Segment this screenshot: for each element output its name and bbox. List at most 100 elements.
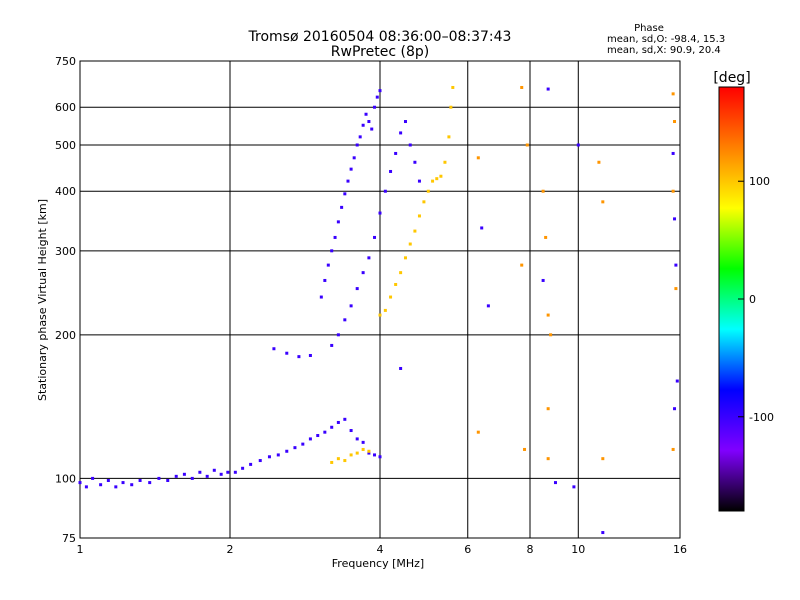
echo-point: [343, 192, 347, 196]
echo-point: [157, 476, 161, 480]
stats-line-o: mean, sd,O: -98.4, 15.3: [607, 34, 725, 45]
echo-point: [219, 472, 223, 476]
echo-point: [330, 249, 334, 253]
echo-point: [352, 156, 356, 160]
echo-point: [373, 235, 377, 239]
echo-point: [148, 481, 152, 485]
echo-point: [323, 430, 327, 434]
echo-point: [673, 120, 677, 124]
echo-point: [389, 169, 393, 173]
echo-point: [272, 347, 276, 351]
echo-point: [343, 459, 347, 463]
echo-point: [399, 366, 403, 370]
echo-point: [326, 263, 330, 267]
echo-point: [349, 304, 353, 308]
echo-point: [373, 453, 377, 457]
echo-point: [674, 287, 678, 291]
echo-point: [330, 460, 334, 464]
echo-point: [336, 220, 340, 224]
echo-point: [378, 89, 382, 93]
echo-point: [301, 442, 305, 446]
echo-point: [408, 242, 412, 246]
y-tick-label: 100: [55, 472, 76, 485]
echo-point: [375, 95, 379, 99]
echo-point: [336, 333, 340, 337]
echo-point: [525, 143, 529, 147]
colorbar-tick-label: 100: [749, 175, 770, 188]
echo-point: [130, 483, 134, 487]
y-tick-label: 500: [55, 139, 76, 152]
echo-point: [340, 205, 344, 209]
colorbar-ticks: 100 0 -100: [738, 175, 774, 424]
echo-point: [417, 179, 421, 183]
echo-point: [361, 447, 365, 451]
echo-point: [572, 485, 576, 489]
echo-point: [601, 457, 605, 461]
colorbar-label: [deg]: [713, 70, 750, 86]
echo-point: [597, 160, 601, 164]
echo-point: [541, 189, 545, 193]
echo-point: [336, 457, 340, 461]
echo-point: [523, 447, 527, 451]
echo-point: [373, 105, 377, 109]
echo-point: [378, 455, 382, 459]
stats-line-x: mean, sd,X: 90.9, 20.4: [607, 45, 721, 56]
echo-point: [205, 474, 209, 478]
echo-point: [394, 151, 398, 155]
echo-point: [383, 189, 387, 193]
echo-point: [355, 143, 359, 147]
data-points: [78, 85, 679, 535]
y-axis-label: Stationary phase Virtual Height [km]: [36, 199, 49, 401]
echo-point: [182, 472, 186, 476]
echo-point: [316, 434, 320, 438]
y-tick-label: 300: [55, 245, 76, 258]
echo-point: [520, 263, 524, 267]
echo-point: [399, 271, 403, 275]
echo-point: [293, 446, 297, 450]
echo-point: [422, 200, 426, 204]
echo-point: [367, 449, 371, 453]
echo-point: [431, 179, 435, 183]
echo-point: [361, 271, 365, 275]
echo-point: [413, 229, 417, 233]
echo-point: [546, 87, 550, 91]
echo-point: [671, 92, 675, 96]
echo-point: [417, 214, 421, 218]
echo-point: [361, 440, 365, 444]
echo-point: [78, 481, 82, 485]
echo-point: [403, 120, 407, 124]
echo-point: [106, 478, 110, 482]
echo-point: [349, 167, 353, 171]
echo-point: [114, 485, 118, 489]
echo-point: [258, 459, 262, 463]
echo-point: [308, 353, 312, 357]
echo-point: [439, 174, 443, 178]
echo-point: [349, 453, 353, 457]
echo-point: [673, 217, 677, 221]
echo-point: [378, 313, 382, 317]
echo-point: [84, 485, 88, 489]
echo-point: [121, 481, 125, 485]
echo-point: [330, 425, 334, 429]
colorbar-tick-label: 0: [749, 293, 756, 306]
echo-point: [233, 470, 237, 474]
echo-point: [355, 287, 359, 291]
echo-point: [553, 481, 557, 485]
stats-title: Phase: [634, 23, 664, 34]
echo-point: [541, 278, 545, 282]
echo-point: [355, 437, 359, 441]
echo-point: [673, 407, 677, 411]
echo-point: [480, 226, 484, 230]
echo-point: [367, 451, 371, 455]
echo-point: [174, 474, 178, 478]
echo-point: [546, 313, 550, 317]
echo-point: [190, 476, 194, 480]
echo-point: [403, 256, 407, 260]
x-tick-label: 6: [464, 543, 471, 556]
echo-point: [285, 351, 289, 355]
echo-point: [297, 355, 301, 359]
chart-title: Tromsø 20160504 08:36:00–08:37:43: [248, 29, 512, 45]
grid-lines: [80, 61, 680, 538]
echo-point: [451, 85, 455, 89]
